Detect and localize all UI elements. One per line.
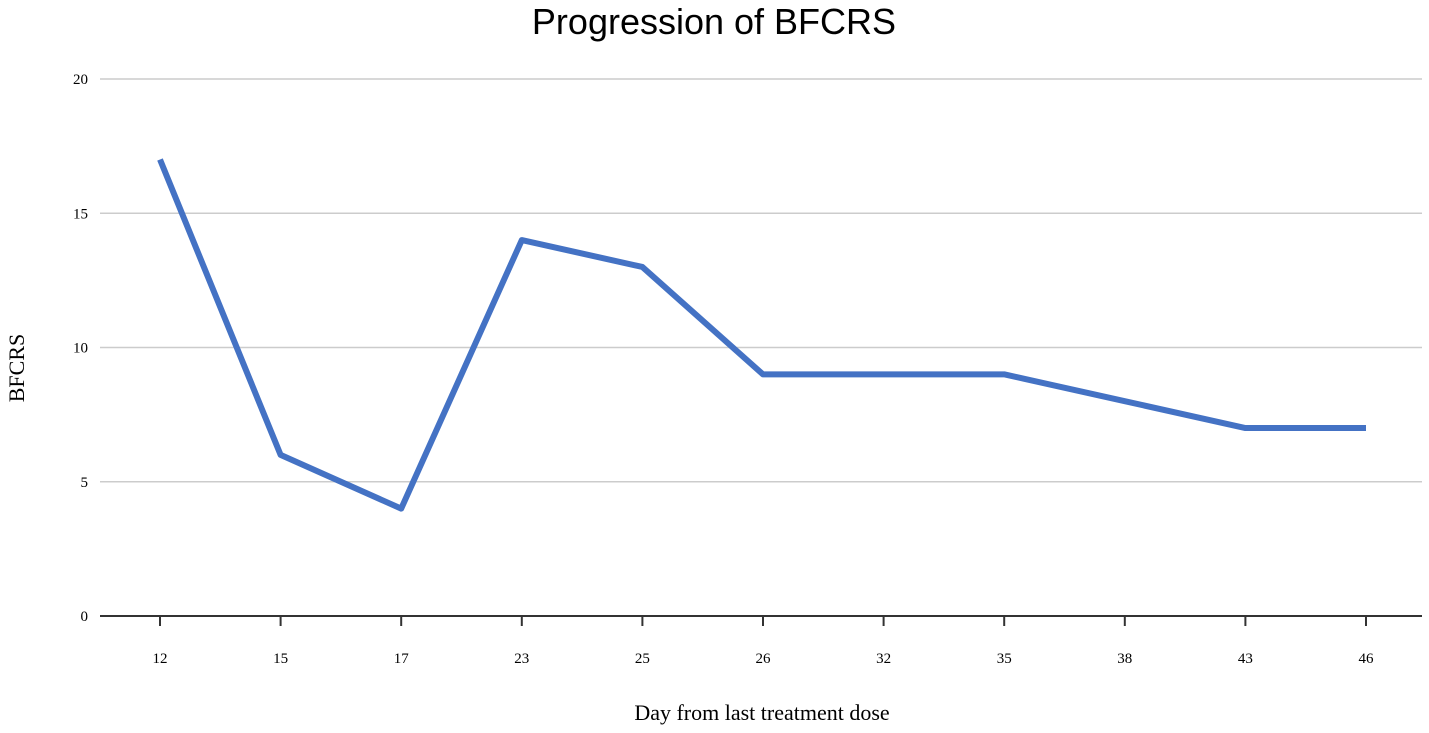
x-tick-label: 25 bbox=[635, 651, 650, 667]
y-tick-labels: 0 5 10 15 20 bbox=[73, 72, 88, 625]
y-tick-label: 20 bbox=[73, 72, 88, 88]
x-tick-label: 35 bbox=[997, 651, 1012, 667]
x-tick-label: 17 bbox=[394, 651, 410, 667]
x-tick-label: 43 bbox=[1238, 651, 1253, 667]
y-tick-label: 0 bbox=[81, 609, 89, 625]
x-tick-label: 23 bbox=[514, 651, 529, 667]
grid-lines bbox=[100, 78, 1422, 483]
x-tick-label: 26 bbox=[756, 651, 772, 667]
series bbox=[157, 158, 1366, 512]
chart-title: Progression of BFCRS bbox=[532, 1, 896, 42]
x-tick-label: 12 bbox=[153, 651, 168, 667]
x-axis bbox=[100, 615, 1422, 626]
series-line bbox=[157, 158, 1366, 512]
y-tick-label: 10 bbox=[73, 341, 88, 357]
x-tick-label: 46 bbox=[1359, 651, 1375, 667]
x-tick-label: 15 bbox=[273, 651, 288, 667]
x-tick-label: 38 bbox=[1117, 651, 1132, 667]
y-axis-label: BFCRS bbox=[4, 334, 29, 403]
x-tick-labels: 12 15 17 23 25 26 32 35 38 43 46 bbox=[153, 651, 1375, 667]
x-axis-label: Day from last treatment dose bbox=[634, 700, 889, 725]
y-tick-label: 5 bbox=[81, 475, 89, 491]
y-tick-label: 15 bbox=[73, 206, 88, 222]
x-tick-label: 32 bbox=[876, 651, 891, 667]
